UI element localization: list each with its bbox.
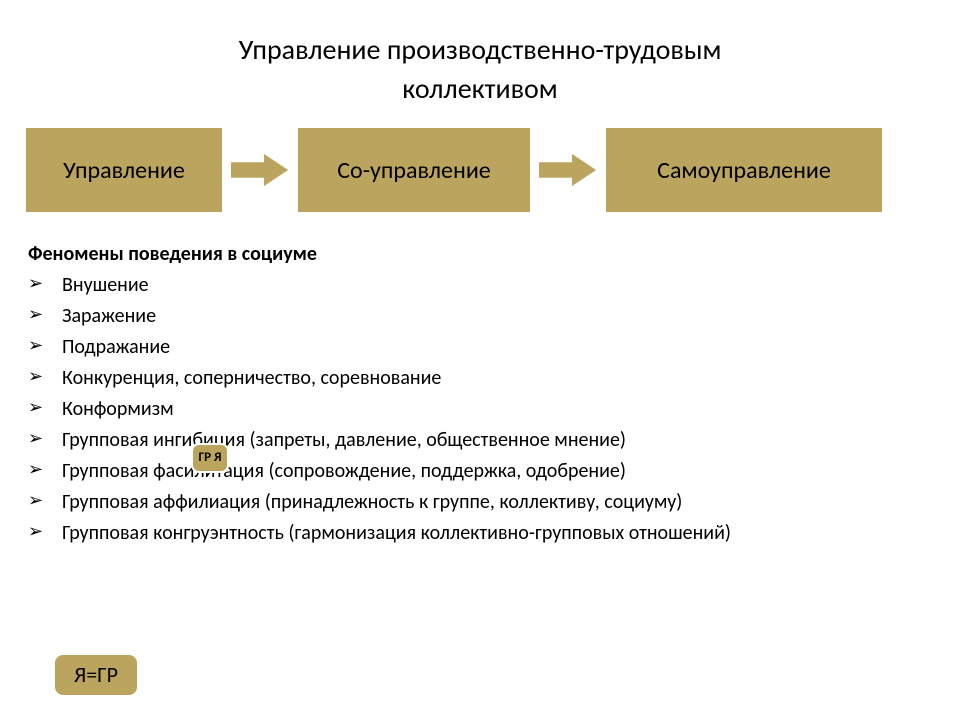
flow-box-3: Самоуправление (604, 126, 884, 214)
list-item: Подражание (28, 332, 960, 363)
list-item: Конкуренция, соперничество, соревнование (28, 363, 960, 394)
list-item: Групповая аффилиация (принадлежность к г… (28, 487, 960, 518)
list-item: Конформизм (28, 394, 960, 425)
section-heading: Феномены поведения в социуме (0, 214, 960, 270)
flow-arrow-1 (230, 150, 290, 190)
arrow-icon (538, 150, 598, 190)
flow-arrow-2 (538, 150, 598, 190)
slide-title: Управление производственно-трудовым колл… (0, 0, 960, 108)
list-item: Групповая конгруэнтность (гармонизация к… (28, 518, 960, 549)
pill-small: ГР Я (191, 443, 229, 473)
list-item: Групповая фасилитация (сопровождение, по… (28, 456, 960, 487)
arrow-icon (230, 150, 290, 190)
list-item: Заражение (28, 301, 960, 332)
flow-row: Управление Со-управление Самоуправление (0, 108, 960, 214)
flow-box-1: Управление (24, 126, 224, 214)
pill-large: Я=ГР (53, 653, 139, 697)
bullet-list: Внушение Заражение Подражание Конкуренци… (0, 270, 960, 549)
list-item: Групповая ингибиция (запреты, давление, … (28, 425, 960, 456)
list-item: Внушение (28, 270, 960, 301)
title-line-1: Управление производственно-трудовым (239, 32, 722, 67)
title-line-2: коллективом (402, 71, 557, 106)
flow-box-2: Со-управление (296, 126, 532, 214)
